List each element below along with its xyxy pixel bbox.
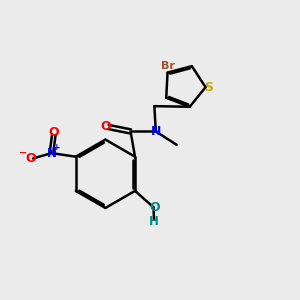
Text: N: N: [151, 125, 161, 138]
Text: Br: Br: [160, 61, 175, 71]
Text: O: O: [25, 152, 36, 165]
Text: N: N: [46, 147, 56, 160]
Text: S: S: [205, 81, 214, 94]
Text: H: H: [149, 215, 159, 228]
Text: O: O: [49, 126, 59, 139]
Text: O: O: [100, 121, 111, 134]
Text: +: +: [53, 143, 61, 152]
Text: O: O: [150, 201, 160, 214]
Text: −: −: [19, 148, 27, 158]
